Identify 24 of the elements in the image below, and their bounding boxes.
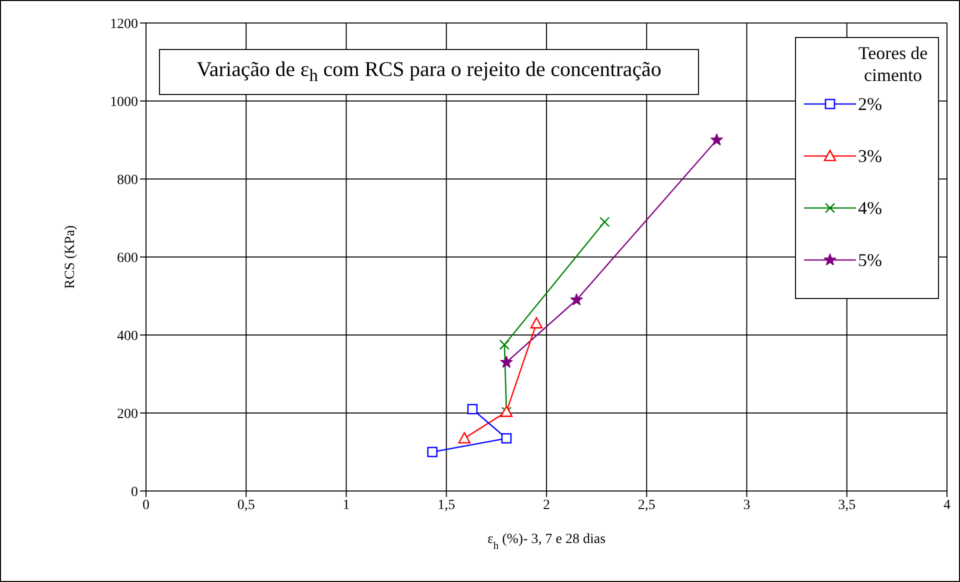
y-axis-title: RCS (KPa) xyxy=(63,224,78,289)
x-tick-label: 0 xyxy=(142,498,150,513)
legend-label: 4% xyxy=(858,198,882,218)
y-tick-label: 1200 xyxy=(110,16,138,32)
y-tick-label: 200 xyxy=(117,406,138,422)
legend-title: Teores de cimento xyxy=(857,42,929,86)
x-tick-label: 2,5 xyxy=(638,498,656,513)
title-frame: Variação de ε$_{h}$ com RCS para o rejeito de concentração xyxy=(159,49,699,95)
x-tick-label: 3 xyxy=(743,498,750,513)
x-axis-title: ε$_{h}$ (%)- 3, 7 e 28 dias xyxy=(487,532,606,552)
y-tick-label: 800 xyxy=(117,172,138,188)
x-tick-label: 1 xyxy=(342,498,350,513)
y-tick-label: 600 xyxy=(117,250,138,266)
x-tick-label: 4 xyxy=(944,498,950,513)
legend-label: 3% xyxy=(858,146,882,166)
x-tick-label: 0,5 xyxy=(237,498,255,513)
legend-label: 2% xyxy=(858,94,882,114)
y-tick-label: 1000 xyxy=(110,94,138,110)
legend-label: 5% xyxy=(858,250,882,270)
y-tick-label: 0 xyxy=(131,484,138,500)
y-tick-label: 400 xyxy=(117,328,138,344)
x-tick-label: 3,5 xyxy=(838,498,856,513)
x-tick-label: 2 xyxy=(543,498,550,513)
x-tick-label: 1,5 xyxy=(438,498,456,513)
